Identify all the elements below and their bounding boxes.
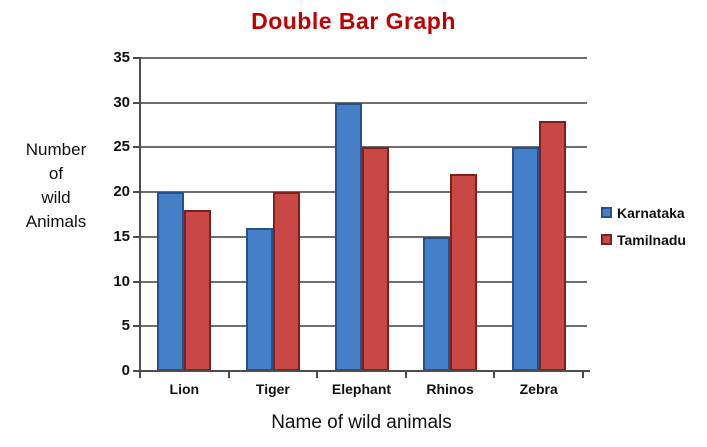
bar-karnataka-rhinos [423, 236, 451, 371]
legend: Karnataka Tamilnadu [601, 199, 686, 253]
bar-tamilnadu-tiger [272, 192, 300, 371]
bar-tamilnadu-elephant [361, 147, 389, 371]
y-axis-title-line: Animals [25, 212, 87, 231]
x-tick-label-lion: Lion [169, 381, 200, 397]
x-axis-tick [316, 372, 319, 378]
y-axis-title-line: Number [25, 140, 87, 159]
y-axis-title-line: of [48, 164, 64, 183]
y-tick-label: 20 [113, 183, 130, 201]
karnataka-swatch-icon [601, 207, 612, 218]
y-axis-tick [133, 146, 140, 149]
y-axis-tick [133, 370, 140, 372]
legend-label: Tamilnadu [617, 231, 686, 248]
y-tick-label: 35 [113, 49, 130, 66]
y-axis-tick [133, 101, 140, 104]
bar-tamilnadu-zebra [538, 120, 566, 371]
y-axis-tick [133, 235, 140, 238]
y-axis-tick [133, 191, 140, 194]
y-axis-title: Number of wild Animals [4, 138, 108, 234]
bar-karnataka-tiger [245, 227, 273, 371]
chart-title: Double Bar Graph [251, 8, 456, 34]
x-axis-title: Name of wild animals [271, 412, 452, 433]
y-axis-tick [133, 280, 140, 283]
gridline [140, 101, 587, 104]
x-tick-label-rhinos: Rhinos [426, 381, 474, 397]
gridline [140, 57, 587, 59]
bar-karnataka-elephant [334, 102, 362, 371]
bar-karnataka-zebra [511, 147, 539, 371]
x-tick-label-elephant: Elephant [331, 381, 392, 397]
bar-tamilnadu-lion [184, 210, 212, 371]
x-tick-label-zebra: Zebra [519, 381, 558, 397]
legend-item-karnataka: Karnataka [601, 199, 686, 226]
y-tick-label: 25 [113, 138, 130, 156]
x-axis-line [139, 370, 590, 372]
bar-karnataka-lion [157, 192, 185, 371]
y-tick-label: 30 [113, 93, 130, 111]
x-tick-label-tiger: Tiger [255, 381, 290, 397]
x-axis-tick [404, 372, 407, 378]
legend-item-tamilnadu: Tamilnadu [601, 226, 686, 253]
x-axis-tick [139, 372, 141, 378]
y-tick-label: 5 [121, 317, 130, 335]
y-axis-line [139, 57, 141, 372]
tamilnadu-swatch-icon [601, 234, 612, 245]
x-axis-tick [582, 372, 584, 378]
y-axis-tick [133, 325, 140, 328]
y-tick-label: 0 [121, 362, 130, 379]
y-tick-label: 10 [113, 272, 130, 290]
x-axis-tick [227, 372, 230, 378]
y-axis-tick [133, 57, 140, 59]
y-axis-title-line: wild [41, 188, 71, 207]
x-axis-tick [493, 372, 496, 378]
legend-label: Karnataka [617, 204, 685, 221]
bar-tamilnadu-rhinos [450, 174, 478, 371]
y-tick-label: 15 [113, 227, 130, 245]
